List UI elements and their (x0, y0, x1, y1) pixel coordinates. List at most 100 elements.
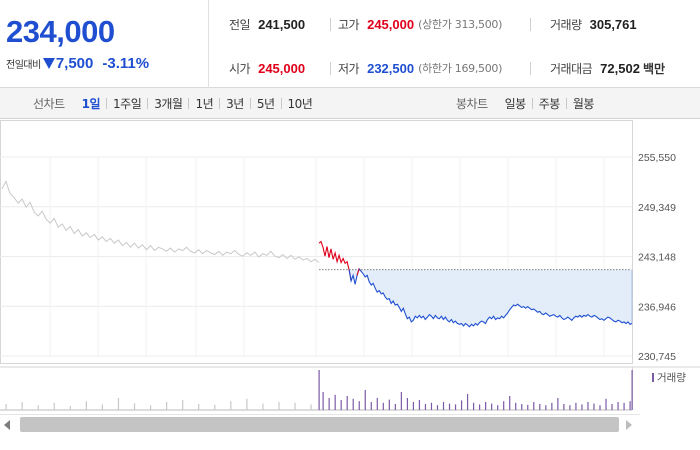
candle-chart-tabs: 봉차트 일봉 주봉 월봉 (456, 88, 600, 119)
tab-line-6[interactable]: 10년 (287, 96, 313, 111)
price-chart[interactable]: 255,550 249,349 243,148 236,946 230,745 거래량 (0, 120, 700, 412)
tab-divider (531, 98, 533, 109)
volume-bar (346, 396, 348, 410)
volume-bar (85, 401, 87, 410)
stat-label: 저가 (338, 61, 360, 76)
divider (330, 62, 331, 75)
volume-bar (376, 398, 378, 410)
today-line-up (318, 240, 352, 281)
y-tick-label: 243,148 (638, 252, 676, 264)
volume-bar (352, 398, 354, 410)
volume-bar (214, 404, 216, 410)
volume-bar (149, 405, 152, 410)
volume-bar (466, 394, 469, 410)
previous-day-line (1, 180, 320, 263)
current-price: 234,000 (6, 14, 115, 49)
stat-label: 시가 (229, 61, 251, 76)
volume-bar (412, 402, 415, 410)
volume-bar (631, 370, 633, 410)
stat-low: 저가 232,500 (하한가 169,500) (338, 58, 502, 78)
volume-bar (629, 401, 631, 410)
stat-label: 고가 (338, 17, 360, 32)
volume-bar (623, 402, 625, 410)
tab-divider (147, 98, 149, 109)
volume-bar (53, 402, 55, 410)
tab-line-4[interactable]: 3년 (226, 96, 244, 111)
volume-bar (318, 370, 320, 410)
volume-bar (436, 405, 439, 410)
divider (530, 62, 531, 75)
volume-bar (262, 403, 264, 410)
price-chart-svg: 255,550 249,349 243,148 236,946 230,745 거래량 (0, 120, 700, 411)
stat-value: 245,000 (367, 16, 415, 32)
volume-bar (310, 404, 312, 410)
tab-divider (565, 98, 567, 109)
tab-line-2[interactable]: 3개월 (154, 96, 183, 111)
volume-bar (581, 404, 583, 410)
volume-bar (133, 403, 136, 410)
volume-bar (340, 400, 342, 410)
tab-candle-1[interactable]: 주봉 (538, 96, 561, 111)
stat-label: 거래대금 (550, 61, 593, 76)
volume-bar (5, 404, 7, 410)
volume-bar (424, 404, 427, 410)
scroll-thumb[interactable] (20, 417, 619, 432)
volume-bar (509, 396, 511, 410)
volume-bar (328, 398, 330, 410)
volume-bar (294, 402, 296, 410)
volume-bar (21, 402, 23, 410)
divider (530, 18, 531, 31)
tab-candle-2[interactable]: 월봉 (572, 96, 595, 111)
volume-bar (394, 404, 396, 410)
volume-bar (479, 404, 481, 410)
volume-bar (322, 392, 324, 410)
candle-chart-label: 봉차트 (456, 97, 488, 111)
scroll-left-arrow-icon[interactable] (4, 420, 10, 430)
change-line: 전일대비 7,500 -3.11% (6, 53, 149, 73)
scroll-right-arrow-icon[interactable] (626, 420, 632, 430)
volume-bar (418, 400, 421, 410)
down-triangle-icon (42, 57, 55, 69)
volume-bar (617, 402, 619, 410)
volume-bar (569, 405, 571, 410)
volume-bar (575, 402, 577, 410)
stat-label: 전일 (229, 17, 251, 32)
divider (330, 18, 331, 31)
stat-value: 245,000 (258, 60, 306, 76)
volume-bar (448, 403, 451, 410)
change-amount: 7,500 (55, 54, 94, 72)
today-line-down (358, 268, 633, 328)
volume-bar (442, 402, 445, 410)
volume-bar (539, 404, 541, 410)
stat-value: 232,500 (367, 60, 415, 76)
volume-bar (491, 403, 493, 410)
tab-line-0[interactable]: 1일 (81, 96, 101, 111)
volume-bar (593, 403, 595, 410)
volume-bar (521, 404, 523, 410)
volume-bar (454, 404, 457, 410)
volume-bar (605, 398, 607, 410)
volume-bar (117, 398, 120, 410)
chart-scrollbar[interactable] (0, 414, 640, 434)
change-rate: -3.11% (102, 54, 150, 72)
volume-bar (430, 402, 433, 410)
volume-bar (334, 394, 336, 410)
volume-bar (358, 401, 360, 410)
volume-bar (587, 402, 589, 410)
upper-limit: (상한가 313,500) (418, 18, 503, 31)
stat-high: 고가 245,000 (상한가 313,500) (338, 14, 502, 34)
volume-bar (563, 404, 565, 410)
tab-candle-0[interactable]: 일봉 (504, 96, 527, 111)
volume-bar (37, 405, 39, 410)
stat-volume: 거래량 305,761 (550, 14, 637, 34)
tab-line-3[interactable]: 1년 (195, 96, 214, 111)
volume-bar (533, 402, 535, 410)
volume-bar (497, 405, 499, 410)
volume-bar (278, 402, 280, 410)
change-label: 전일대비 (6, 59, 41, 71)
tab-line-1[interactable]: 1주일 (113, 96, 142, 111)
volume-bar (198, 404, 200, 410)
tab-line-5[interactable]: 5년 (256, 96, 275, 111)
y-tick-label: 230,745 (638, 351, 676, 363)
below-reference-fill (319, 269, 632, 327)
